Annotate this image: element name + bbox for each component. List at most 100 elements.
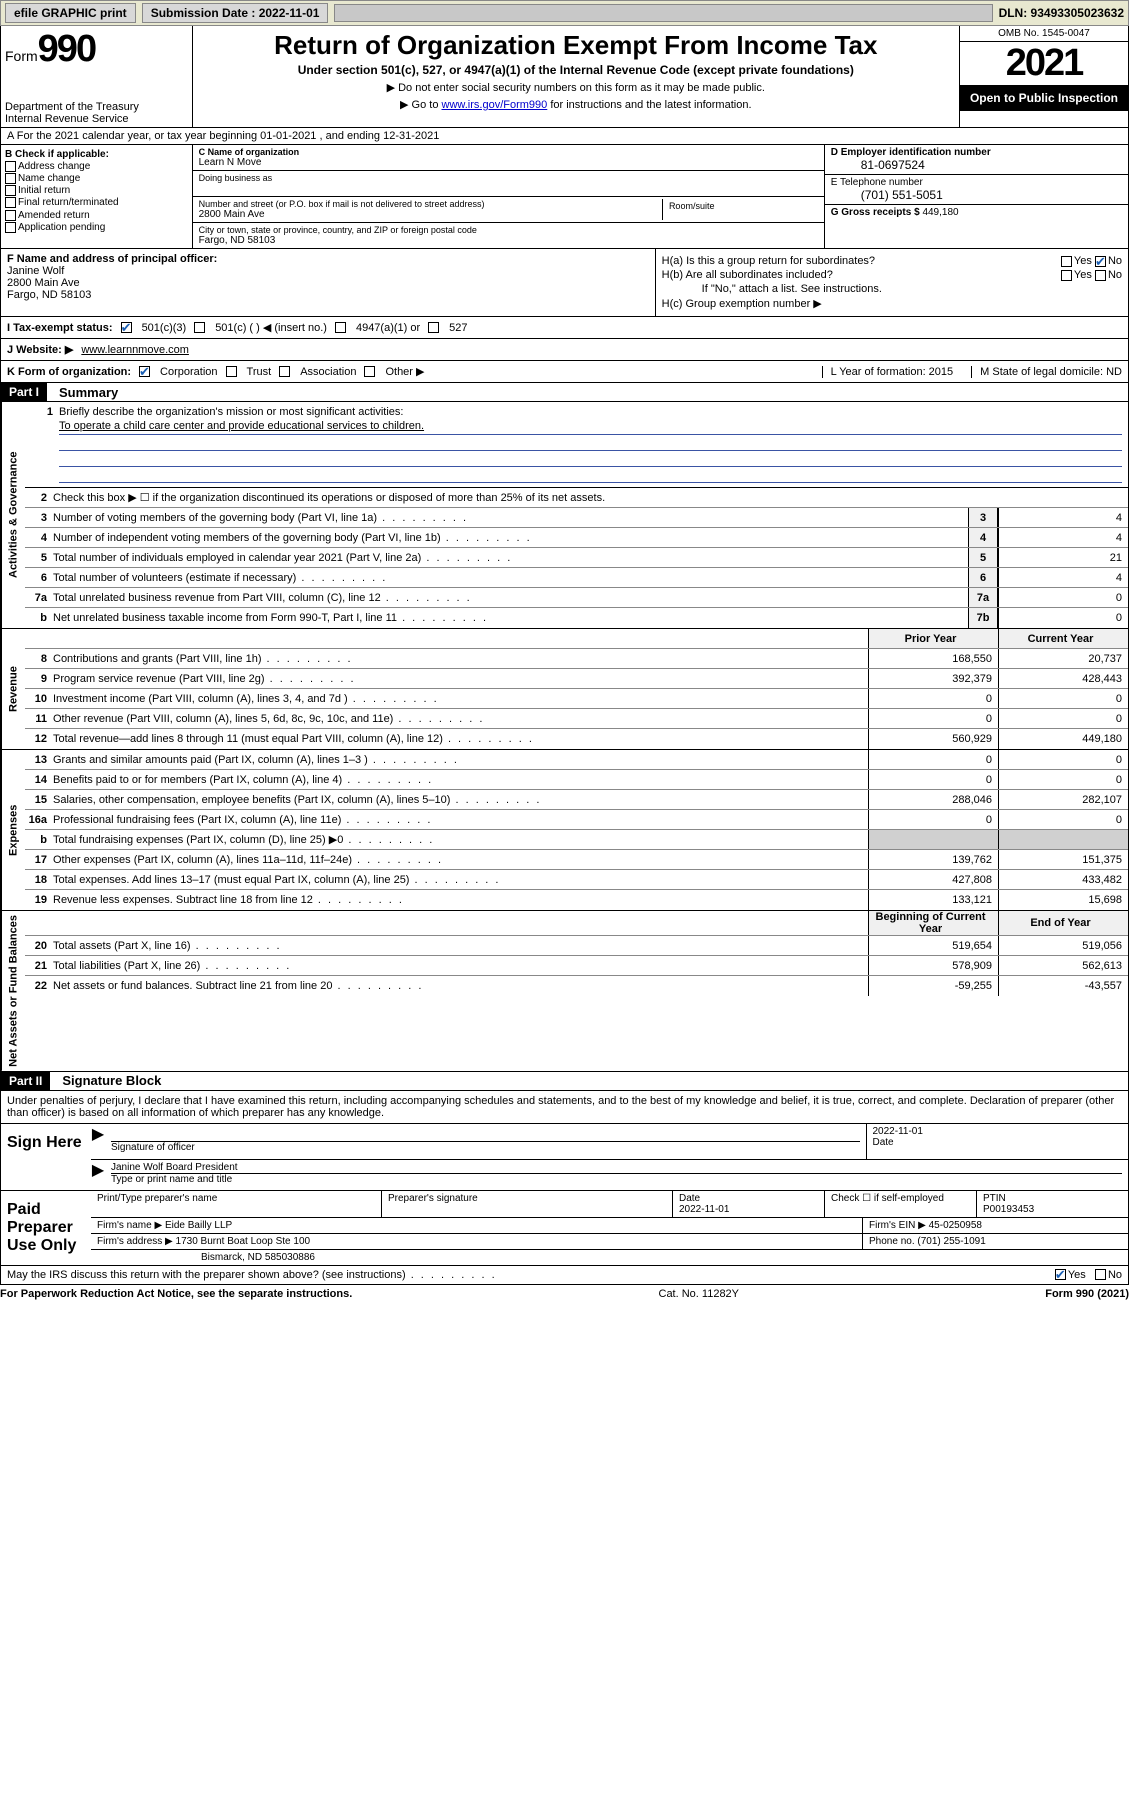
- mission-text: To operate a child care center and provi…: [59, 418, 1122, 435]
- irs-link[interactable]: www.irs.gov/Form990: [442, 99, 548, 111]
- cell-org-name: C Name of organization Learn N Move: [193, 145, 824, 171]
- irs: Internal Revenue Service: [5, 113, 188, 125]
- part1-hdr-row: Part I Summary: [0, 383, 1129, 402]
- chk-501c[interactable]: [194, 322, 205, 333]
- hdr-line1: ▶ Do not enter social security numbers o…: [199, 81, 953, 94]
- officer-printed-name: Janine Wolf Board President: [111, 1162, 1122, 1174]
- summary-line: 12Total revenue—add lines 8 through 11 (…: [25, 729, 1128, 749]
- sig-declaration: Under penalties of perjury, I declare th…: [0, 1091, 1129, 1124]
- cell-addr: Number and street (or P.O. box if mail i…: [193, 197, 824, 223]
- form-header: Form990 Department of the Treasury Inter…: [0, 26, 1129, 128]
- org-city: Fargo, ND 58103: [199, 235, 818, 246]
- summary-line: 6Total number of volunteers (estimate if…: [25, 568, 1128, 588]
- chk-501c3[interactable]: [121, 322, 132, 333]
- mission-block: 1 Briefly describe the organization's mi…: [25, 402, 1128, 488]
- summary-line: 20Total assets (Part X, line 16)519,6545…: [25, 936, 1128, 956]
- row-i: I Tax-exempt status: 501(c)(3) 501(c) ( …: [0, 317, 1129, 339]
- hdr-right: OMB No. 1545-0047 2021 Open to Public In…: [959, 26, 1128, 127]
- summary-line: bNet unrelated business taxable income f…: [25, 608, 1128, 628]
- block-fh: F Name and address of principal officer:…: [0, 249, 1129, 317]
- topbar-spacer: [334, 4, 992, 22]
- chk-amended-return[interactable]: Amended return: [5, 210, 188, 221]
- chk-527[interactable]: [428, 322, 439, 333]
- row-k: K Form of organization: Corporation Trus…: [0, 361, 1129, 383]
- preparer-date: 2022-11-01: [679, 1204, 729, 1215]
- row-a: A For the 2021 calendar year, or tax yea…: [0, 128, 1129, 145]
- chk-assoc[interactable]: [279, 366, 290, 377]
- h-a: H(a) Is this a group return for subordin…: [662, 255, 1122, 267]
- col-b: B Check if applicable: Address change Na…: [1, 145, 193, 248]
- section-revenue: Revenue Prior Year Current Year 8Contrib…: [0, 629, 1129, 750]
- form-subtitle: Under section 501(c), 527, or 4947(a)(1)…: [199, 63, 953, 77]
- summary-line: 3Number of voting members of the governi…: [25, 508, 1128, 528]
- summary-line: 9Program service revenue (Part VIII, lin…: [25, 669, 1128, 689]
- efile-topbar: efile GRAPHIC print Submission Date : 20…: [0, 0, 1129, 26]
- h-c: H(c) Group exemption number ▶: [662, 297, 1122, 310]
- org-name: Learn N Move: [199, 157, 818, 168]
- chk-initial-return[interactable]: Initial return: [5, 185, 188, 196]
- chk-final-return[interactable]: Final return/terminated: [5, 197, 188, 208]
- summary-line: 11Other revenue (Part VIII, column (A), …: [25, 709, 1128, 729]
- omb: OMB No. 1545-0047: [960, 26, 1128, 42]
- part1-hdr: Part I: [1, 383, 47, 401]
- summary-line: 19Revenue less expenses. Subtract line 1…: [25, 890, 1128, 910]
- chk-discuss-yes[interactable]: [1055, 1269, 1066, 1280]
- chk-address-change[interactable]: Address change: [5, 161, 188, 172]
- part1-title: Summary: [47, 385, 118, 400]
- efile-label[interactable]: efile GRAPHIC print: [5, 3, 136, 23]
- summary-line: 14Benefits paid to or for members (Part …: [25, 770, 1128, 790]
- chk-other[interactable]: [364, 366, 375, 377]
- h-b-note: If "No," attach a list. See instructions…: [662, 283, 1122, 295]
- summary-line: 10Investment income (Part VIII, column (…: [25, 689, 1128, 709]
- footer-discuss: May the IRS discuss this return with the…: [0, 1266, 1129, 1285]
- chk-corp[interactable]: [139, 366, 150, 377]
- gross-receipts: 449,180: [922, 207, 958, 218]
- col-de: D Employer identification number 81-0697…: [824, 145, 1128, 248]
- chk-application-pending[interactable]: Application pending: [5, 222, 188, 233]
- section-netassets: Net Assets or Fund Balances Beginning of…: [0, 911, 1129, 1072]
- summary-line: 15Salaries, other compensation, employee…: [25, 790, 1128, 810]
- state-domicile: M State of legal domicile: ND: [971, 366, 1122, 378]
- vtab-expenses: Expenses: [1, 750, 25, 910]
- website-link[interactable]: www.learnnmove.com: [81, 344, 189, 356]
- form-ref: Form 990 (2021): [1045, 1288, 1129, 1300]
- hdr-line2: ▶ Go to www.irs.gov/Form990 for instruct…: [199, 98, 953, 111]
- ein: 81-0697524: [831, 158, 1122, 172]
- row-j: J Website: ▶ www.learnnmove.com: [0, 339, 1129, 361]
- cell-city: City or town, state or province, country…: [193, 223, 824, 248]
- col-f: F Name and address of principal officer:…: [1, 249, 655, 316]
- firm-ein: 45-0250958: [929, 1220, 982, 1231]
- firm-phone: (701) 255-1091: [917, 1236, 985, 1247]
- chk-name-change[interactable]: Name change: [5, 173, 188, 184]
- col-c: C Name of organization Learn N Move Doin…: [193, 145, 824, 248]
- sign-here-block: Sign Here ▶ Signature of officer 2022-11…: [0, 1124, 1129, 1191]
- cell-dba: Doing business as: [193, 171, 824, 197]
- chk-trust[interactable]: [226, 366, 237, 377]
- netassets-colhdr: Beginning of Current Year End of Year: [25, 911, 1128, 936]
- summary-line: 5Total number of individuals employed in…: [25, 548, 1128, 568]
- section-governance: Activities & Governance 1 Briefly descri…: [0, 402, 1129, 629]
- telephone: (701) 551-5051: [831, 188, 1122, 202]
- chk-discuss-no[interactable]: [1095, 1269, 1106, 1280]
- part2-hdr: Part II: [1, 1072, 50, 1090]
- chk-4947[interactable]: [335, 322, 346, 333]
- firm-name: Eide Bailly LLP: [165, 1220, 232, 1231]
- tax-year: 2021: [960, 42, 1128, 85]
- block-bcde: B Check if applicable: Address change Na…: [0, 145, 1129, 249]
- cell-tel: E Telephone number (701) 551-5051: [825, 175, 1128, 205]
- summary-line: 17Other expenses (Part IX, column (A), l…: [25, 850, 1128, 870]
- part2-title: Signature Block: [50, 1073, 161, 1088]
- summary-line: bTotal fundraising expenses (Part IX, co…: [25, 830, 1128, 850]
- hdr-mid: Return of Organization Exempt From Incom…: [193, 26, 959, 127]
- firm-addr: 1730 Burnt Boat Loop Ste 100: [176, 1236, 311, 1247]
- cell-gross: G Gross receipts $ 449,180: [825, 205, 1128, 220]
- form-word: Form: [5, 48, 38, 64]
- vtab-governance: Activities & Governance: [1, 402, 25, 628]
- hdr-left: Form990 Department of the Treasury Inter…: [1, 26, 193, 127]
- form-number: 990: [38, 28, 95, 70]
- footer-paperwork: For Paperwork Reduction Act Notice, see …: [0, 1285, 1129, 1303]
- summary-line: 18Total expenses. Add lines 13–17 (must …: [25, 870, 1128, 890]
- summary-line: 4Number of independent voting members of…: [25, 528, 1128, 548]
- submission-date[interactable]: Submission Date : 2022-11-01: [142, 3, 329, 23]
- org-addr: 2800 Main Ave: [199, 209, 662, 220]
